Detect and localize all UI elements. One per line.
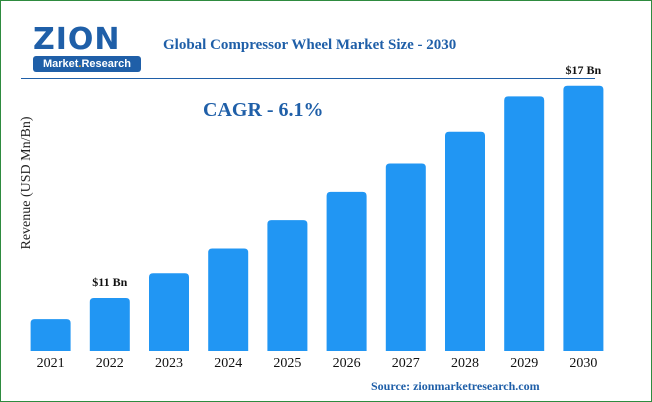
logo-wordmark: ZION <box>33 22 121 57</box>
bar-2030 <box>563 85 604 351</box>
x-tick-2021: 2021 <box>37 356 65 371</box>
title-divider <box>21 78 595 79</box>
bar-2023 <box>149 273 189 351</box>
x-tick-2029: 2029 <box>510 356 538 371</box>
zion-logo: ZION Market.Research <box>33 23 143 75</box>
bar-2029 <box>504 96 545 352</box>
x-tick-2023: 2023 <box>155 356 183 371</box>
bar-2027 <box>385 163 426 351</box>
data-label-2030: $17 Bn <box>566 63 602 77</box>
source-note: Source: zionmarketresearch.com <box>371 379 540 393</box>
x-tick-2024: 2024 <box>214 356 242 371</box>
logo-tagline: Market.Research <box>33 56 141 72</box>
logo-tagline-research: Research <box>81 58 132 70</box>
x-tick-2027: 2027 <box>392 356 420 371</box>
x-tick-2026: 2026 <box>333 356 361 371</box>
bar-2028 <box>445 131 485 351</box>
bar-2022 <box>89 297 130 351</box>
data-label-2022: $11 Bn <box>92 275 127 289</box>
chart-title: Global Compressor Wheel Market Size - 20… <box>163 37 457 53</box>
cagr-annotation: CAGR - 6.1% <box>203 99 324 121</box>
x-tick-2025: 2025 <box>273 356 301 371</box>
bar-2024 <box>208 248 249 351</box>
x-tick-2022: 2022 <box>96 356 124 371</box>
logo-tagline-market: Market <box>42 58 79 70</box>
x-tick-2028: 2028 <box>451 356 479 371</box>
x-tick-2030: 2030 <box>569 356 597 371</box>
bar-2025 <box>267 220 308 351</box>
bar-2026 <box>326 191 367 351</box>
bar-2021 <box>30 319 71 351</box>
logo-tagline-dot: . <box>78 58 82 70</box>
